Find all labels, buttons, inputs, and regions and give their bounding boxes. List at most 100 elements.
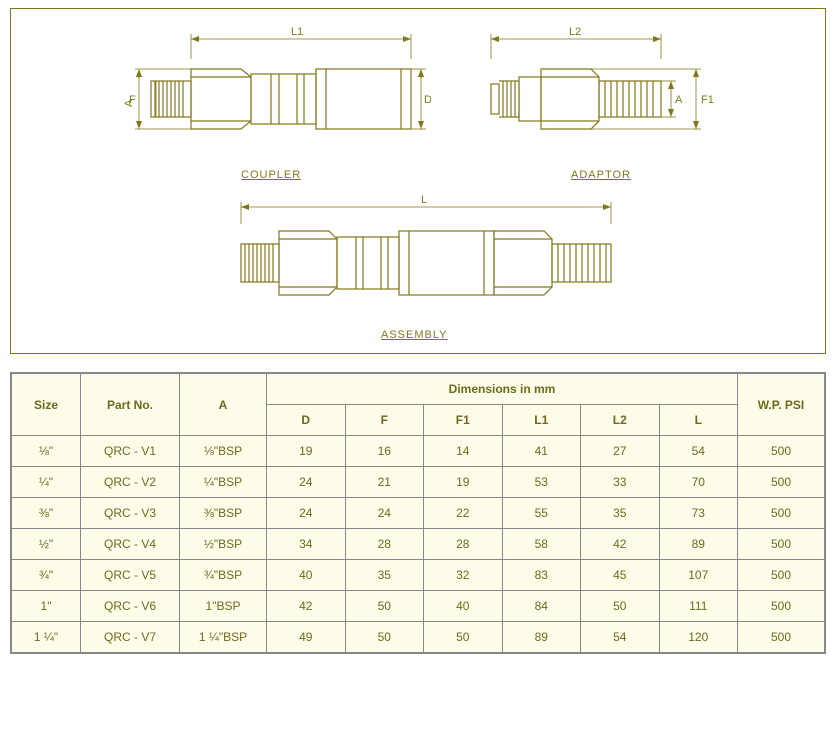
table-row: 1 ¼"QRC - V71 ¼"BSP4950508954120500 [12, 622, 825, 653]
cell-part: QRC - V4 [81, 529, 180, 560]
cell-a: ⅛"BSP [180, 436, 267, 467]
cell-L1: 55 [502, 498, 581, 529]
cell-a: ¼"BSP [180, 467, 267, 498]
th-part: Part No. [81, 374, 180, 436]
cell-size: ¾" [12, 560, 81, 591]
cell-F1: 40 [424, 591, 503, 622]
cell-F: 24 [345, 498, 424, 529]
dim-l2: L2 [569, 26, 581, 38]
th-wp: W.P. PSI [738, 374, 825, 436]
cell-wp: 500 [738, 622, 825, 653]
cell-L2: 42 [581, 529, 660, 560]
th-size: Size [12, 374, 81, 436]
cell-D: 34 [267, 529, 346, 560]
cell-a: 1 ¼"BSP [180, 622, 267, 653]
cell-size: 1" [12, 591, 81, 622]
cell-F1: 28 [424, 529, 503, 560]
cell-F1: 14 [424, 436, 503, 467]
cell-size: ½" [12, 529, 81, 560]
cell-L2: 45 [581, 560, 660, 591]
cell-part: QRC - V6 [81, 591, 180, 622]
cell-L1: 58 [502, 529, 581, 560]
cell-wp: 500 [738, 436, 825, 467]
cell-size: ⅛" [12, 436, 81, 467]
cell-L: 107 [659, 560, 738, 591]
table-body: ⅛"QRC - V1⅛"BSP191614412754500¼"QRC - V2… [12, 436, 825, 653]
cell-L1: 84 [502, 591, 581, 622]
cell-L1: 53 [502, 467, 581, 498]
th-l: L [659, 405, 738, 436]
th-d: D [267, 405, 346, 436]
cell-F1: 22 [424, 498, 503, 529]
cell-a: 1"BSP [180, 591, 267, 622]
cell-size: 1 ¼" [12, 622, 81, 653]
cell-wp: 500 [738, 498, 825, 529]
cell-D: 40 [267, 560, 346, 591]
cell-F: 21 [345, 467, 424, 498]
cell-a: ⅜"BSP [180, 498, 267, 529]
cell-a: ¾"BSP [180, 560, 267, 591]
cell-L: 54 [659, 436, 738, 467]
th-dim-group: Dimensions in mm [267, 374, 738, 405]
cell-L: 89 [659, 529, 738, 560]
cell-L2: 33 [581, 467, 660, 498]
coupler-drawing: L1 F A D [121, 19, 431, 169]
assembly-label: ASSEMBLY [381, 329, 448, 341]
cell-L2: 50 [581, 591, 660, 622]
adaptor-label: ADAPTOR [571, 169, 631, 181]
dimensions-table: Size Part No. A Dimensions in mm W.P. PS… [11, 373, 825, 653]
th-l1: L1 [502, 405, 581, 436]
dim-a-adaptor: A [675, 94, 683, 106]
dim-l: L [421, 194, 427, 206]
table-row: ½"QRC - V4½"BSP342828584289500 [12, 529, 825, 560]
cell-part: QRC - V1 [81, 436, 180, 467]
cell-wp: 500 [738, 560, 825, 591]
dimensions-table-wrap: Size Part No. A Dimensions in mm W.P. PS… [10, 372, 826, 654]
table-row: 1"QRC - V61"BSP4250408450111500 [12, 591, 825, 622]
table-row: ¼"QRC - V2¼"BSP242119533370500 [12, 467, 825, 498]
cell-F1: 32 [424, 560, 503, 591]
dim-d: D [424, 94, 431, 106]
cell-F: 16 [345, 436, 424, 467]
th-f: F [345, 405, 424, 436]
cell-part: QRC - V2 [81, 467, 180, 498]
cell-F: 35 [345, 560, 424, 591]
cell-F1: 50 [424, 622, 503, 653]
cell-L: 120 [659, 622, 738, 653]
cell-D: 24 [267, 467, 346, 498]
dim-f1: F1 [701, 94, 714, 106]
th-a: A [180, 374, 267, 436]
cell-wp: 500 [738, 529, 825, 560]
cell-L2: 27 [581, 436, 660, 467]
cell-part: QRC - V3 [81, 498, 180, 529]
cell-L1: 89 [502, 622, 581, 653]
th-l2: L2 [581, 405, 660, 436]
cell-F: 28 [345, 529, 424, 560]
cell-L: 73 [659, 498, 738, 529]
cell-L2: 35 [581, 498, 660, 529]
cell-D: 19 [267, 436, 346, 467]
cell-L: 111 [659, 591, 738, 622]
table-row: ⅜"QRC - V3⅜"BSP242422553573500 [12, 498, 825, 529]
coupler-label: COUPLER [241, 169, 301, 181]
cell-D: 49 [267, 622, 346, 653]
cell-wp: 500 [738, 467, 825, 498]
diagram-panel: L1 F A D [10, 8, 826, 354]
cell-F1: 19 [424, 467, 503, 498]
cell-part: QRC - V7 [81, 622, 180, 653]
cell-F: 50 [345, 622, 424, 653]
dim-a-coupler: A [123, 99, 135, 107]
cell-a: ½"BSP [180, 529, 267, 560]
table-row: ⅛"QRC - V1⅛"BSP191614412754500 [12, 436, 825, 467]
cell-L2: 54 [581, 622, 660, 653]
cell-F: 50 [345, 591, 424, 622]
adaptor-drawing: L2 A F1 [461, 19, 741, 169]
cell-part: QRC - V5 [81, 560, 180, 591]
th-f1: F1 [424, 405, 503, 436]
assembly-drawing: L [211, 189, 641, 329]
cell-L: 70 [659, 467, 738, 498]
cell-D: 42 [267, 591, 346, 622]
cell-wp: 500 [738, 591, 825, 622]
dim-l1: L1 [291, 26, 303, 38]
cell-D: 24 [267, 498, 346, 529]
